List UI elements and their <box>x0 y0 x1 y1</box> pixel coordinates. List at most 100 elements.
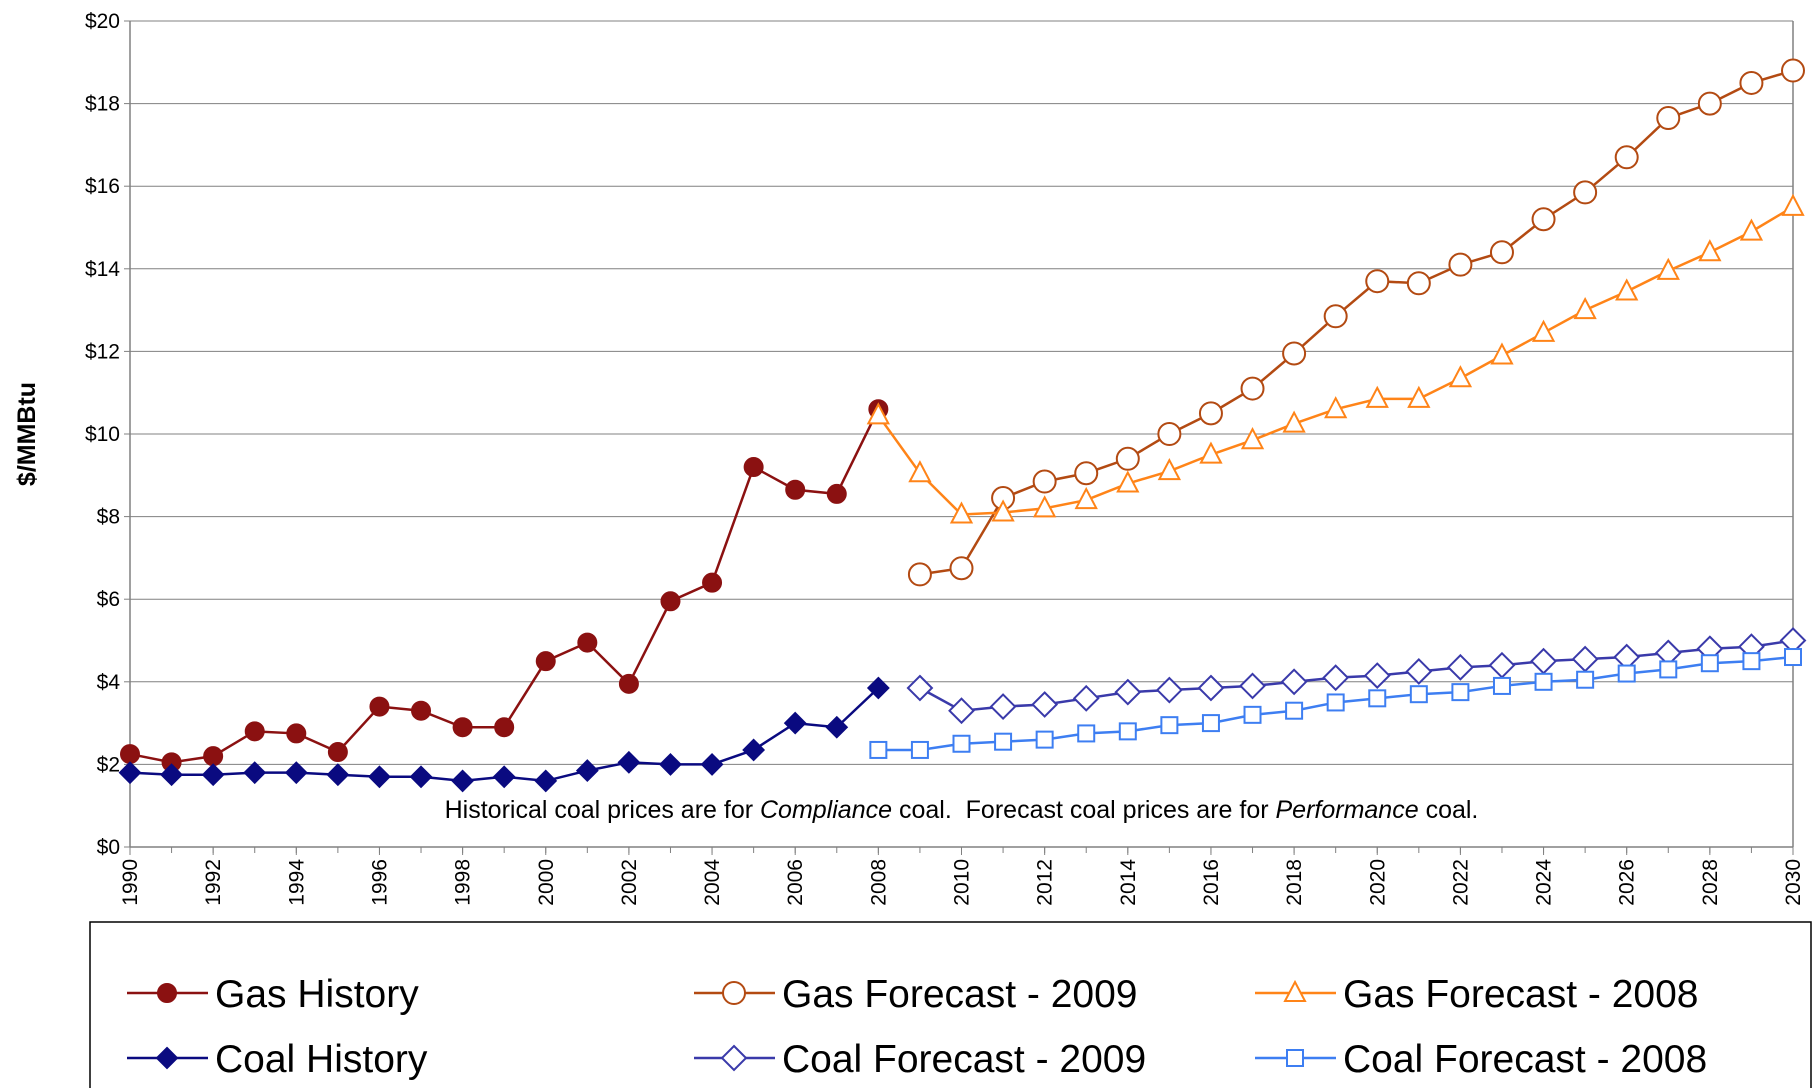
marker <box>1324 396 1348 419</box>
x-tick-label: 1996 <box>368 859 391 906</box>
marker <box>949 556 974 581</box>
marker <box>1074 461 1099 486</box>
x-tick-label: 2004 <box>701 859 724 906</box>
x-tick-label: 2012 <box>1034 859 1057 906</box>
marker <box>866 402 891 425</box>
series-line <box>919 69 1794 576</box>
y-tick-label: $14 <box>85 258 120 281</box>
marker <box>1286 1049 1304 1067</box>
marker <box>492 765 516 789</box>
marker <box>1280 668 1308 696</box>
marker <box>1368 689 1387 708</box>
marker <box>1617 664 1636 683</box>
annotation-part: coal. Forecast coal prices are for <box>892 796 1275 824</box>
marker <box>494 717 515 738</box>
series-line <box>877 205 1794 516</box>
series-line <box>919 639 1794 712</box>
marker <box>1155 676 1183 704</box>
marker <box>1406 271 1431 296</box>
legend-label: Coal Forecast - 2008 <box>1343 1038 1707 1081</box>
x-tick-label: 2026 <box>1616 859 1639 906</box>
marker <box>1451 683 1470 702</box>
marker <box>1614 145 1639 170</box>
x-tick-label: 2000 <box>535 859 558 906</box>
marker <box>1198 401 1223 426</box>
marker <box>1571 645 1599 673</box>
marker <box>948 697 975 725</box>
marker <box>1118 722 1137 741</box>
x-tick-label: 2022 <box>1449 859 1472 906</box>
marker <box>743 457 764 478</box>
marker <box>1492 676 1511 695</box>
marker <box>1365 269 1390 294</box>
legend-label: Coal Forecast - 2009 <box>782 1038 1146 1081</box>
marker <box>785 479 806 500</box>
y-tick-label: $20 <box>85 10 120 33</box>
marker <box>1742 652 1761 671</box>
marker <box>906 674 934 702</box>
marker <box>1283 979 1307 1002</box>
y-tick-label: $16 <box>85 175 120 198</box>
marker <box>1072 684 1100 712</box>
marker <box>866 676 890 700</box>
marker <box>1784 648 1802 667</box>
x-tick-label: 1990 <box>119 859 142 906</box>
legend-label: Gas Forecast - 2008 <box>1343 973 1699 1016</box>
marker <box>243 761 267 785</box>
x-tick-label: 1994 <box>285 859 308 906</box>
marker <box>1448 252 1473 277</box>
marker <box>1573 180 1598 205</box>
marker <box>1201 714 1220 733</box>
marker <box>1074 486 1098 510</box>
marker <box>1489 240 1514 265</box>
marker <box>826 483 847 504</box>
marker <box>1322 664 1350 692</box>
x-tick-label: 1998 <box>452 859 475 906</box>
marker <box>244 721 265 742</box>
marker <box>203 746 224 767</box>
marker <box>1282 341 1307 366</box>
y-tick-label: $2 <box>97 753 120 776</box>
marker <box>1365 385 1389 408</box>
legend-label: Gas History <box>215 973 419 1016</box>
x-tick-label: 2024 <box>1533 859 1556 906</box>
marker <box>742 738 766 762</box>
y-tick-label: $0 <box>97 836 120 859</box>
marker <box>1032 469 1057 494</box>
marker <box>201 763 225 787</box>
marker <box>1115 446 1140 471</box>
annotation-part: Compliance <box>760 796 892 824</box>
marker <box>1739 70 1764 95</box>
y-tick-label: $4 <box>97 671 121 694</box>
x-tick-label: 1992 <box>202 859 225 906</box>
marker <box>1240 427 1265 450</box>
marker <box>994 732 1013 751</box>
marker <box>1077 724 1096 743</box>
marker <box>1576 670 1595 689</box>
marker <box>1363 662 1391 690</box>
marker <box>659 752 682 776</box>
marker <box>1531 319 1556 342</box>
marker <box>949 501 974 524</box>
marker <box>286 723 307 744</box>
marker <box>1534 672 1553 691</box>
y-axis-label: $/MMBtu <box>13 382 41 486</box>
legend-label: Coal History <box>215 1038 428 1081</box>
marker <box>1409 685 1428 704</box>
marker <box>534 769 558 793</box>
marker <box>660 591 681 612</box>
x-tick-label: 2020 <box>1366 859 1389 906</box>
marker <box>702 572 723 593</box>
marker <box>989 693 1017 720</box>
marker <box>118 761 142 785</box>
marker <box>910 740 929 759</box>
marker <box>1530 647 1557 675</box>
annotation-part: Performance <box>1276 796 1419 824</box>
marker <box>1157 458 1182 481</box>
marker <box>1326 693 1345 712</box>
x-tick-label: 2014 <box>1117 859 1140 906</box>
annotation-part: coal. <box>1419 796 1479 824</box>
marker <box>577 632 598 653</box>
marker <box>284 761 308 785</box>
